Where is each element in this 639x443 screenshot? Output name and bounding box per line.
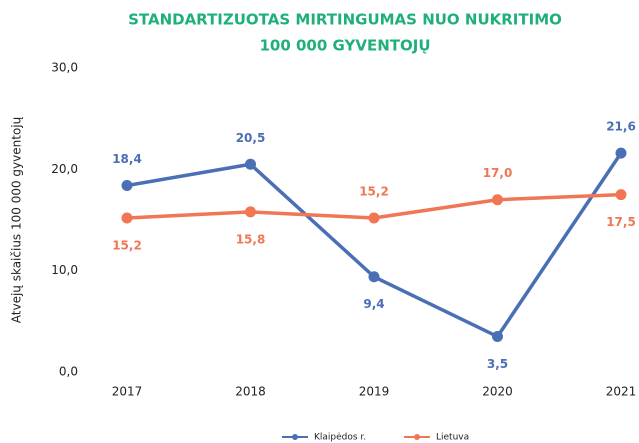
data-point bbox=[492, 331, 503, 343]
data-point bbox=[121, 212, 133, 224]
data-label: 3,5 bbox=[487, 357, 508, 371]
chart-title: STANDARTIZUOTAS MIRTINGUMAS NUO NUKRITIM… bbox=[128, 11, 562, 29]
data-label: 18,4 bbox=[112, 152, 142, 166]
y-tick-label: 20,0 bbox=[51, 162, 78, 176]
data-point bbox=[368, 271, 380, 283]
y-tick-label: 30,0 bbox=[51, 61, 78, 75]
data-label: 15,2 bbox=[359, 184, 389, 198]
y-axis-label: Atvejų skaičius 100 000 gyventojų bbox=[10, 116, 24, 323]
legend-marker bbox=[292, 434, 298, 440]
x-tick-label: 2021 bbox=[606, 385, 637, 399]
data-label: 15,8 bbox=[236, 232, 266, 246]
data-label: 15,2 bbox=[112, 238, 142, 252]
data-label: 20,5 bbox=[236, 131, 266, 145]
legend-label: Klaipėdos r. bbox=[314, 433, 366, 443]
data-point bbox=[368, 212, 380, 224]
data-label: 17,5 bbox=[606, 215, 636, 229]
x-tick-label: 2020 bbox=[482, 385, 513, 399]
x-tick-label: 2018 bbox=[235, 385, 266, 399]
legend-label: Lietuva bbox=[436, 433, 469, 443]
data-label: 21,6 bbox=[606, 120, 636, 134]
data-point bbox=[245, 206, 256, 218]
x-tick-label: 2019 bbox=[359, 385, 390, 399]
x-tick-label: 2017 bbox=[112, 385, 143, 399]
chart-title: 100 000 GYVENTOJŲ bbox=[259, 37, 430, 55]
data-label: 9,4 bbox=[363, 297, 384, 311]
y-tick-label: 0,0 bbox=[59, 365, 78, 379]
legend-marker bbox=[414, 434, 420, 440]
data-point bbox=[492, 194, 503, 206]
data-point bbox=[121, 180, 133, 192]
data-label: 17,0 bbox=[483, 166, 513, 180]
data-point bbox=[615, 147, 627, 159]
data-point bbox=[245, 158, 256, 170]
data-point bbox=[615, 189, 627, 201]
y-tick-label: 10,0 bbox=[51, 263, 78, 277]
